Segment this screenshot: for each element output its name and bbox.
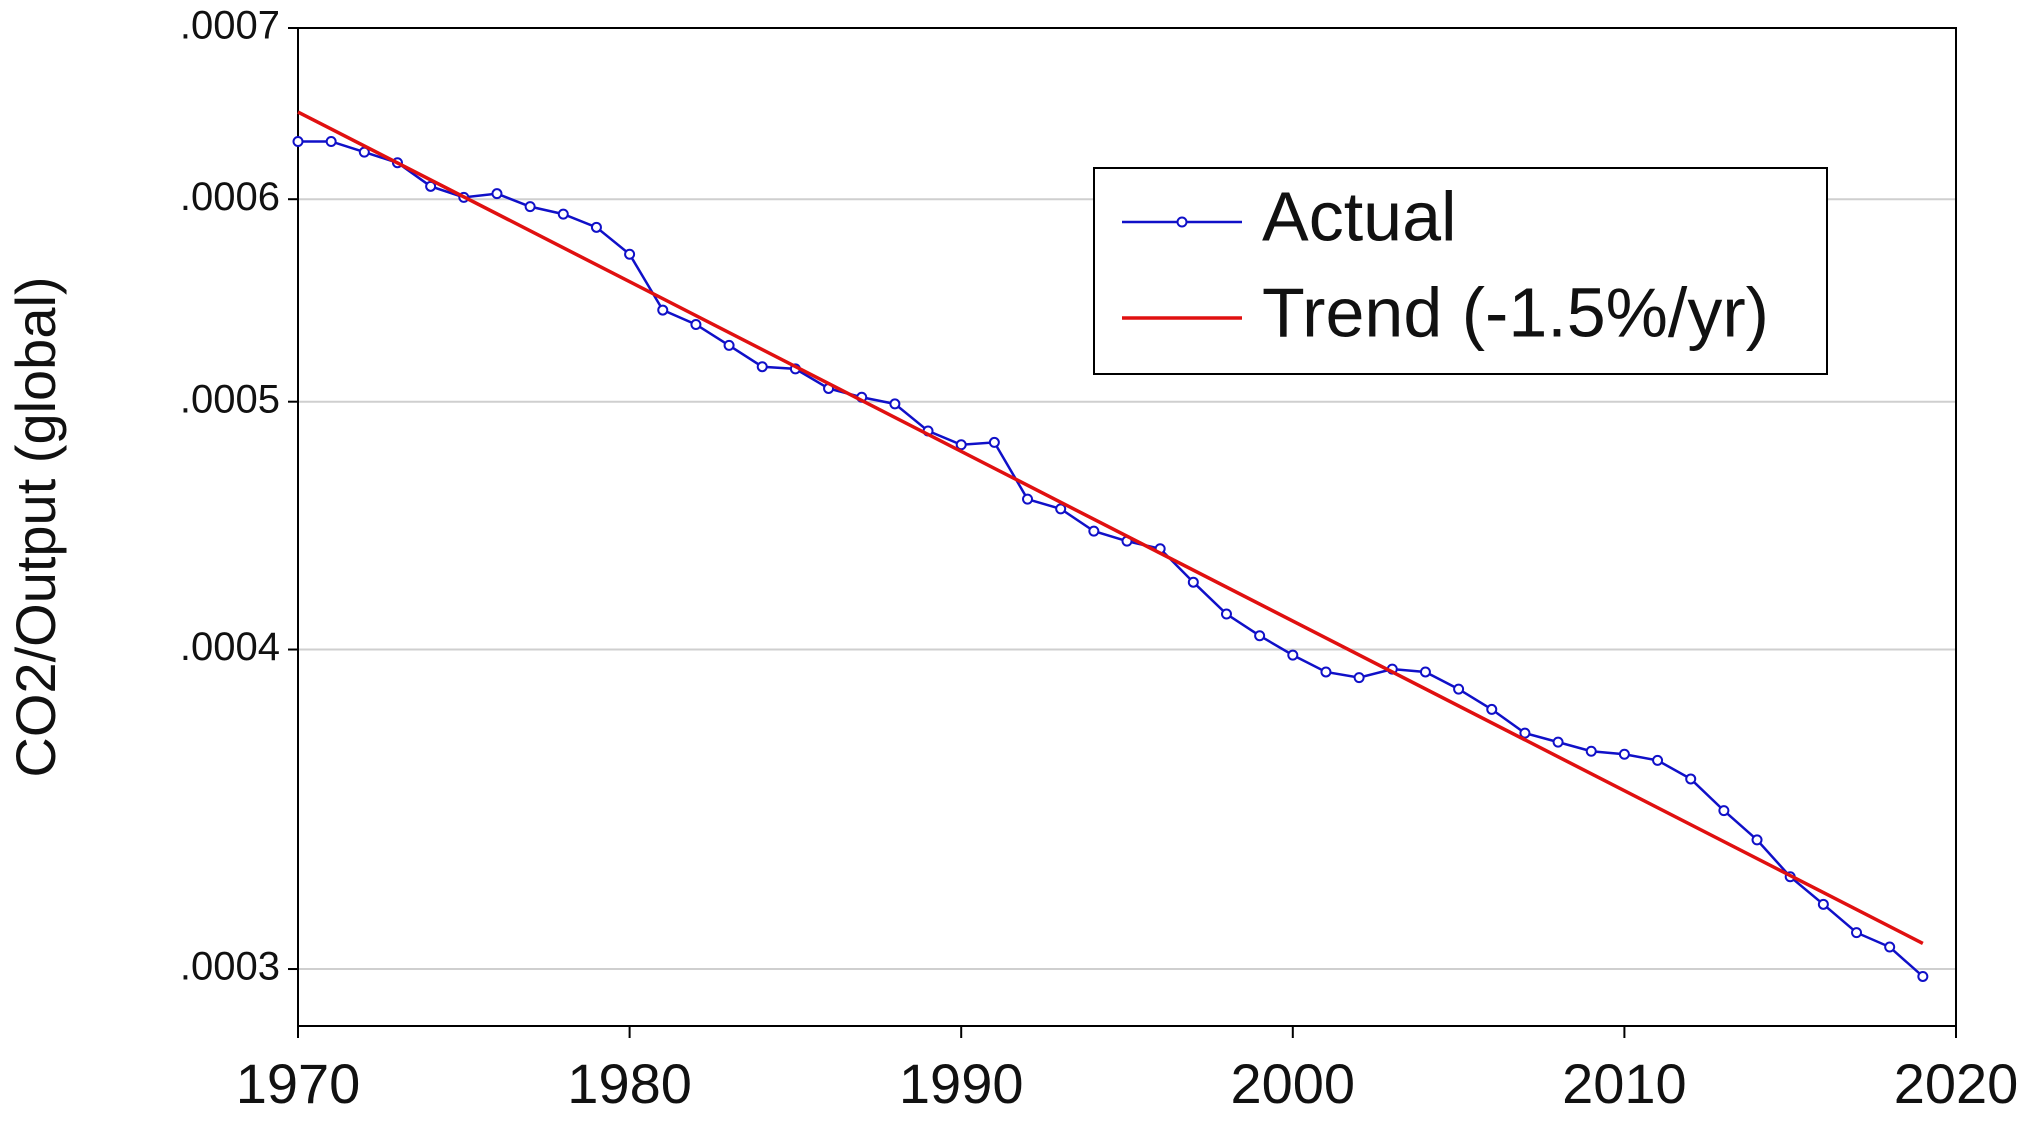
- point: [756, 361, 768, 373]
- point: [1652, 754, 1664, 766]
- series-line: [298, 140, 1924, 978]
- point: [988, 436, 1000, 448]
- x-tick-label: 1990: [899, 1052, 1024, 1115]
- point: [524, 201, 536, 213]
- legend-label: Trend (-1.5%/yr): [1262, 273, 1769, 351]
- y-tick-label: .0003: [180, 945, 280, 989]
- series-line: [297, 110, 1924, 945]
- point: [1055, 503, 1067, 515]
- plot-frame: [297, 27, 1957, 1027]
- point: [1917, 970, 1929, 982]
- point: [955, 439, 967, 451]
- y-tick-label: .0005: [180, 377, 280, 421]
- point: [1088, 525, 1100, 537]
- point: [889, 398, 901, 410]
- point: [1022, 493, 1034, 505]
- point: [1486, 703, 1498, 715]
- point: [1254, 630, 1266, 642]
- point: [557, 208, 569, 220]
- legend-marker: [1176, 216, 1188, 228]
- point: [325, 135, 337, 147]
- x-tick-label: 1970: [236, 1052, 361, 1115]
- x-tick-label: 2010: [1562, 1052, 1687, 1115]
- point: [624, 248, 636, 260]
- point: [690, 318, 702, 330]
- y-axis-label: CO2/Output (global): [4, 276, 67, 777]
- point: [1220, 608, 1232, 620]
- point: [1287, 649, 1299, 661]
- point: [1519, 727, 1531, 739]
- y-tick-label: .0006: [180, 175, 280, 219]
- point: [1618, 748, 1630, 760]
- point: [1187, 576, 1199, 588]
- legend-box: [1093, 167, 1828, 375]
- point: [1320, 666, 1332, 678]
- point: [657, 304, 669, 316]
- point: [491, 188, 503, 200]
- point: [1884, 941, 1896, 953]
- point: [1353, 672, 1365, 684]
- x-tick-label: 2000: [1231, 1052, 1356, 1115]
- point: [1419, 666, 1431, 678]
- point: [292, 135, 304, 147]
- point: [1453, 683, 1465, 695]
- y-tick-label: .0004: [180, 625, 280, 669]
- point: [1817, 898, 1829, 910]
- point: [1685, 773, 1697, 785]
- point: [723, 339, 735, 351]
- point: [590, 221, 602, 233]
- x-tick-label: 2020: [1894, 1052, 2019, 1115]
- y-tick-label: .0007: [180, 4, 280, 48]
- legend-label: Actual: [1262, 177, 1457, 255]
- point: [1751, 834, 1763, 846]
- point: [1552, 736, 1564, 748]
- x-tick-label: 1980: [567, 1052, 692, 1115]
- point: [1585, 745, 1597, 757]
- point: [1851, 927, 1863, 939]
- point: [1718, 805, 1730, 817]
